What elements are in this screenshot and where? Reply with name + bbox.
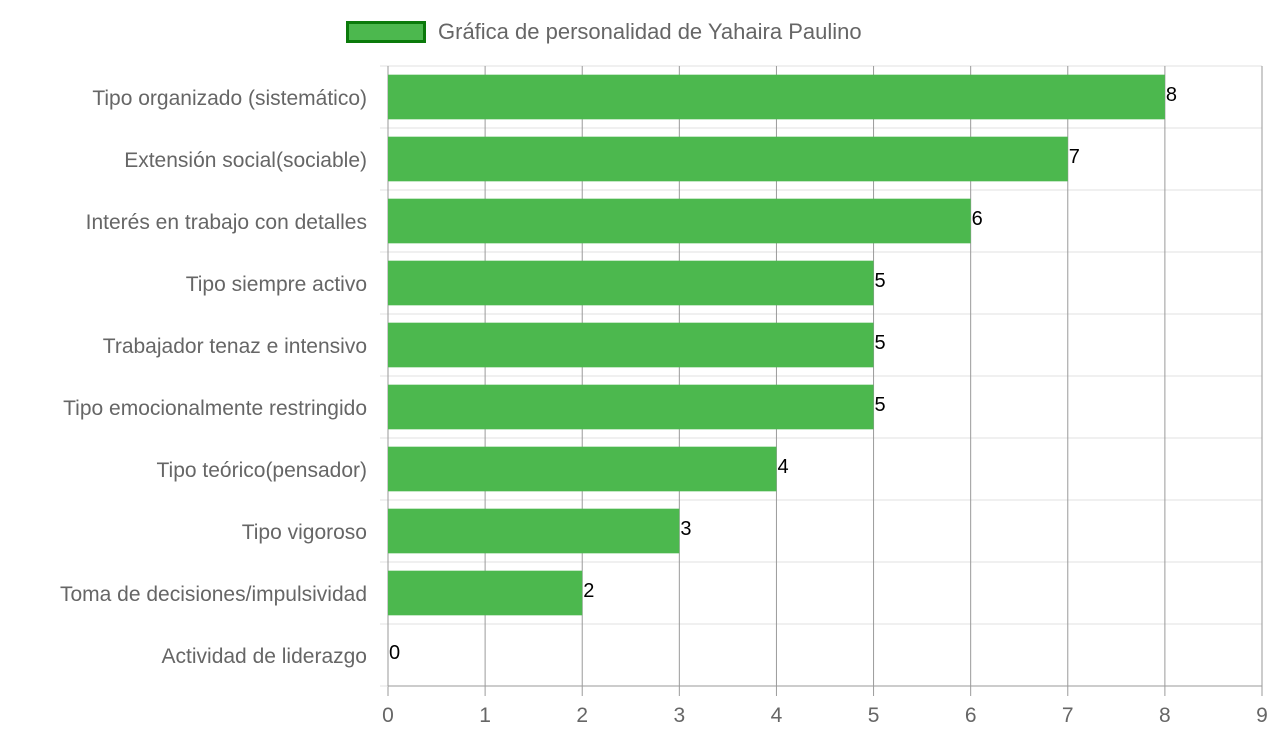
bar xyxy=(388,198,971,244)
category-label: Tipo organizado (sistemático) xyxy=(92,87,367,110)
bar xyxy=(388,508,680,554)
data-label: 5 xyxy=(875,270,886,292)
x-tick-label: 5 xyxy=(868,704,880,727)
x-tick-label: 1 xyxy=(479,704,491,727)
data-label: 8 xyxy=(1166,84,1177,106)
data-label: 5 xyxy=(875,332,886,354)
data-label: 5 xyxy=(875,394,886,416)
x-tick-label: 8 xyxy=(1159,704,1171,727)
data-label: 2 xyxy=(583,580,594,602)
bar xyxy=(388,260,874,306)
x-tick-label: 4 xyxy=(771,704,783,727)
bar xyxy=(388,136,1068,182)
x-tick-label: 2 xyxy=(576,704,588,727)
category-label: Toma de decisiones/impulsividad xyxy=(60,583,367,606)
category-label: Trabajador tenaz e intensivo xyxy=(103,335,367,358)
category-label: Tipo teórico(pensador) xyxy=(157,459,368,482)
x-tick-label: 7 xyxy=(1062,704,1074,727)
data-label: 4 xyxy=(777,456,788,478)
bar xyxy=(388,384,874,430)
chart-legend[interactable]: Gráfica de personalidad de Yahaira Pauli… xyxy=(346,16,862,48)
bar xyxy=(388,74,1165,120)
legend-label: Gráfica de personalidad de Yahaira Pauli… xyxy=(438,19,862,44)
data-label: 3 xyxy=(680,518,691,540)
category-label: Tipo siempre activo xyxy=(186,273,367,296)
data-label: 7 xyxy=(1069,146,1080,168)
bar xyxy=(388,570,583,616)
x-tick-label: 9 xyxy=(1256,704,1268,727)
category-label: Tipo emocionalmente restringido xyxy=(63,397,367,420)
x-tick-label: 0 xyxy=(382,704,394,727)
data-label: 0 xyxy=(389,642,400,664)
x-tick-label: 3 xyxy=(673,704,685,727)
legend-swatch xyxy=(346,21,426,43)
x-tick-label: 6 xyxy=(965,704,977,727)
category-label: Interés en trabajo con detalles xyxy=(86,211,367,234)
data-label: 6 xyxy=(972,208,983,230)
bar xyxy=(388,322,874,368)
bar xyxy=(388,446,777,492)
category-label: Tipo vigoroso xyxy=(242,521,367,544)
category-label: Extensión social(sociable) xyxy=(124,149,367,172)
category-label: Actividad de liderazgo xyxy=(162,645,367,668)
